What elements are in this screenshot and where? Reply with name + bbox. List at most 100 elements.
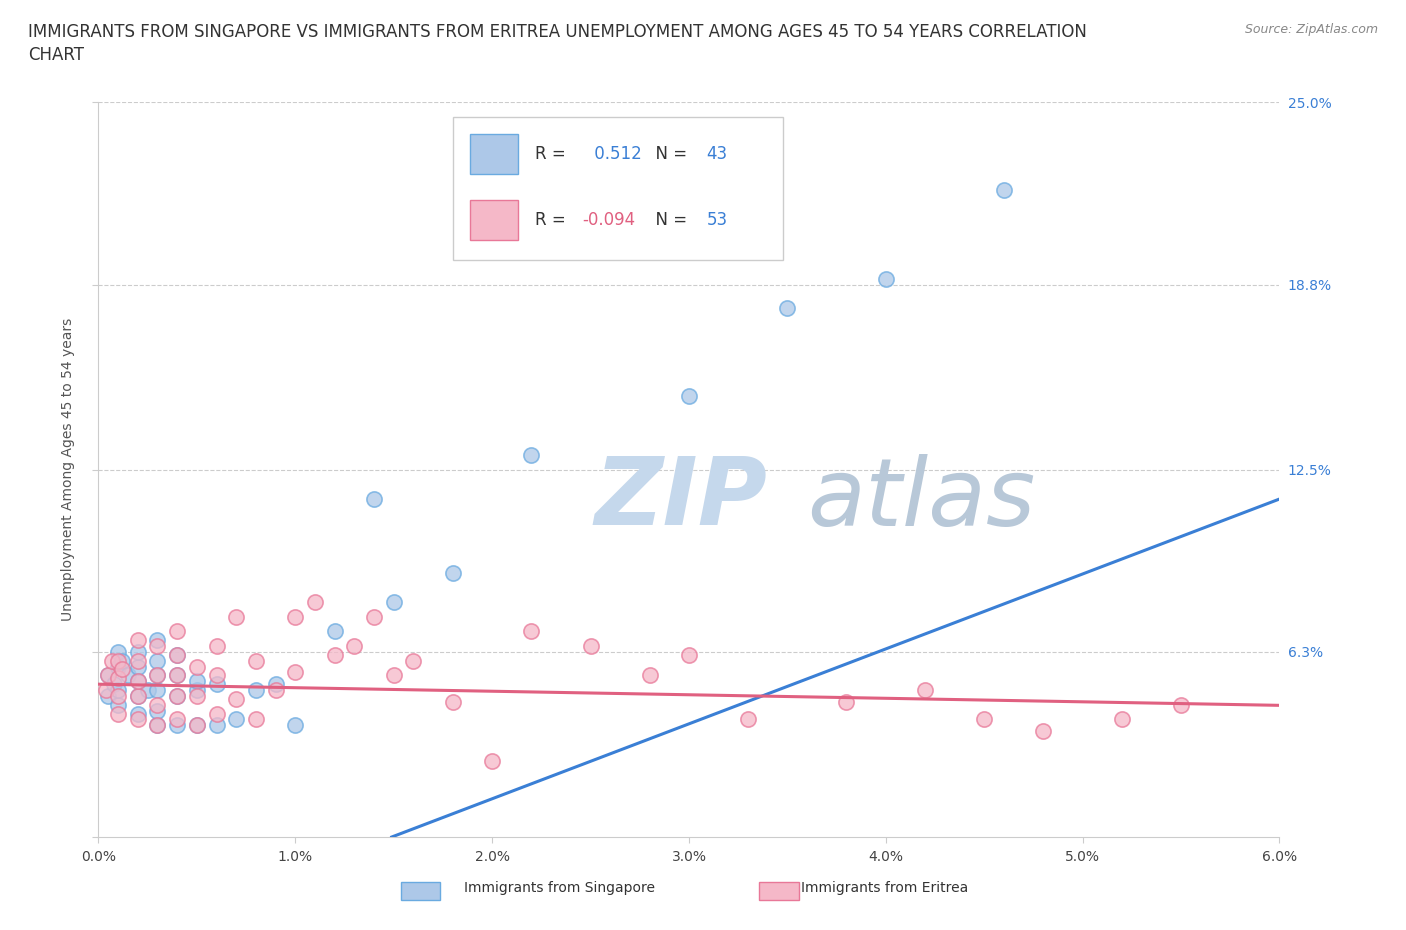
Text: 43: 43 (707, 145, 728, 163)
Point (520, 624, 543, 639)
FancyBboxPatch shape (471, 200, 517, 240)
Point (481, 753, 503, 768)
Point (363, 609, 385, 624)
Point (638, 668, 661, 683)
Text: Immigrants from Eritrea: Immigrants from Eritrea (801, 881, 969, 896)
Point (107, 671, 129, 685)
Point (146, 718, 169, 733)
Point (146, 653, 169, 668)
Point (264, 683, 287, 698)
Point (96, 683, 118, 698)
FancyBboxPatch shape (471, 134, 517, 174)
Point (97, 688, 120, 703)
Point (382, 594, 405, 609)
Point (127, 632, 149, 647)
FancyBboxPatch shape (453, 117, 783, 260)
Point (205, 718, 228, 733)
Point (107, 698, 129, 712)
Point (166, 718, 188, 733)
Point (835, 695, 858, 710)
Text: R =: R = (536, 145, 571, 163)
Point (146, 718, 169, 733)
Point (441, 565, 464, 580)
Point (402, 653, 425, 668)
Point (146, 632, 169, 647)
Point (166, 647, 188, 662)
Point (186, 688, 208, 703)
Point (363, 492, 385, 507)
Point (205, 668, 228, 683)
Point (166, 688, 188, 703)
Text: CHART: CHART (28, 46, 84, 64)
Point (382, 668, 405, 683)
Point (146, 683, 169, 698)
Point (136, 683, 159, 698)
Point (284, 609, 307, 624)
Point (111, 653, 134, 668)
Point (245, 712, 267, 727)
Point (107, 683, 129, 698)
Point (166, 688, 188, 703)
Point (323, 647, 346, 662)
Point (678, 389, 700, 404)
Point (245, 683, 267, 698)
Point (127, 653, 149, 668)
Point (166, 712, 188, 727)
Point (245, 653, 267, 668)
Point (304, 594, 326, 609)
Point (127, 706, 149, 721)
Point (225, 691, 247, 706)
Text: atlas: atlas (807, 454, 1035, 545)
Point (166, 668, 188, 683)
Point (146, 668, 169, 683)
Point (776, 300, 799, 315)
Point (186, 718, 208, 733)
Point (97, 668, 120, 683)
Text: R =: R = (536, 211, 571, 229)
Text: Source: ZipAtlas.com: Source: ZipAtlas.com (1244, 23, 1378, 36)
Y-axis label: Unemployment Among Ages 45 to 54 years: Unemployment Among Ages 45 to 54 years (60, 318, 75, 621)
Text: 0.512: 0.512 (589, 145, 641, 163)
Point (186, 683, 208, 698)
Point (107, 644, 129, 659)
Point (186, 659, 208, 674)
Text: 53: 53 (707, 211, 728, 229)
Point (127, 644, 149, 659)
Point (1111, 712, 1133, 727)
Point (117, 668, 139, 683)
Point (225, 712, 247, 727)
Point (205, 639, 228, 654)
Point (225, 609, 247, 624)
Point (103, 677, 125, 692)
Text: -0.094: -0.094 (582, 211, 636, 229)
Point (107, 688, 129, 703)
Point (127, 688, 149, 703)
Point (205, 706, 228, 721)
Point (146, 698, 169, 712)
Text: N =: N = (645, 211, 693, 229)
Point (127, 674, 149, 689)
Point (97, 668, 120, 683)
Point (107, 653, 129, 668)
Point (127, 688, 149, 703)
Point (973, 712, 995, 727)
Point (678, 647, 700, 662)
Point (343, 639, 366, 654)
Point (875, 272, 897, 286)
Point (205, 677, 228, 692)
Text: IMMIGRANTS FROM SINGAPORE VS IMMIGRANTS FROM ERITREA UNEMPLOYMENT AMONG AGES 45 : IMMIGRANTS FROM SINGAPORE VS IMMIGRANTS … (28, 23, 1087, 41)
Point (111, 662, 134, 677)
Point (1032, 724, 1054, 738)
Point (520, 447, 543, 462)
Point (127, 712, 149, 727)
Point (737, 712, 759, 727)
Point (146, 668, 169, 683)
Point (166, 624, 188, 639)
Point (323, 624, 346, 639)
Point (914, 683, 936, 698)
Point (186, 718, 208, 733)
Point (146, 639, 169, 654)
Point (127, 674, 149, 689)
Point (107, 659, 129, 674)
Point (186, 674, 208, 689)
